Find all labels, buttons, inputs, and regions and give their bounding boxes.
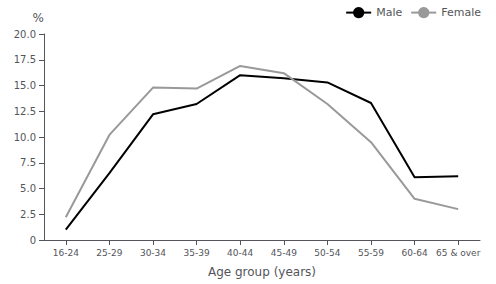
svg-text:45-49: 45-49: [271, 248, 297, 258]
svg-text:%: %: [33, 11, 44, 25]
svg-text:35-39: 35-39: [184, 248, 210, 258]
svg-text:30-34: 30-34: [140, 248, 166, 258]
svg-text:Female: Female: [441, 6, 481, 19]
svg-text:40-44: 40-44: [227, 248, 253, 258]
svg-text:16-24: 16-24: [53, 248, 79, 258]
svg-text:Age group (years): Age group (years): [208, 265, 316, 279]
svg-text:17.5: 17.5: [14, 54, 36, 65]
svg-text:2.5: 2.5: [20, 209, 36, 220]
svg-text:65 & over: 65 & over: [436, 248, 481, 258]
svg-text:5.0: 5.0: [20, 183, 36, 194]
svg-text:15.0: 15.0: [14, 80, 36, 91]
svg-text:60-64: 60-64: [402, 248, 428, 258]
svg-text:12.5: 12.5: [14, 106, 36, 117]
svg-text:0: 0: [30, 235, 36, 246]
svg-text:10.0: 10.0: [14, 132, 36, 143]
svg-text:Male: Male: [376, 6, 402, 19]
svg-text:20.0: 20.0: [14, 29, 36, 40]
svg-text:7.5: 7.5: [20, 157, 36, 168]
svg-text:55-59: 55-59: [358, 248, 384, 258]
svg-text:25-29: 25-29: [96, 248, 122, 258]
svg-text:50-54: 50-54: [314, 248, 340, 258]
